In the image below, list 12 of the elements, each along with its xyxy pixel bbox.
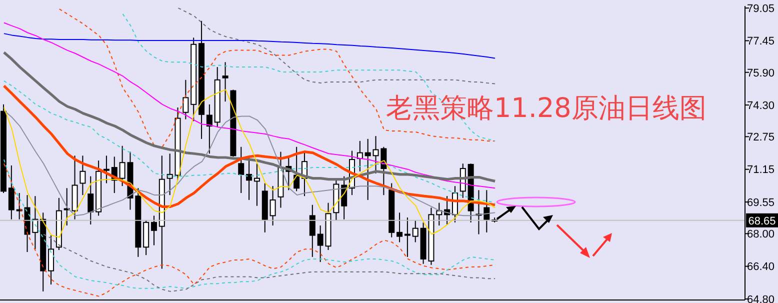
y-tick-label: 72.75 [747, 132, 775, 144]
y-tick-label: 71.15 [747, 164, 775, 176]
y-tick-label: 64.80 [747, 294, 775, 303]
y-tick-label: 77.45 [747, 36, 775, 48]
y-tick-label: 69.55 [747, 196, 775, 209]
y-tick-label: 66.40 [747, 261, 775, 274]
y-tick-label: 75.90 [747, 67, 775, 80]
y-tick-label: 68.00 [747, 228, 775, 241]
y-tick-label: 74.30 [747, 100, 775, 112]
y-tick-label: 79.05 [747, 2, 775, 15]
text: 老黑策略11.28原油日线图 [386, 92, 706, 126]
ref-line-label: 68.65 [748, 215, 776, 228]
